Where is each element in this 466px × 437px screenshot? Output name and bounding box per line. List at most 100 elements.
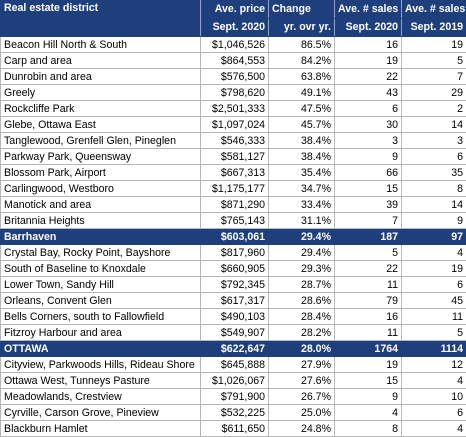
price-cell: $791,900	[201, 389, 269, 405]
change-cell: 33.4%	[269, 197, 335, 213]
price-cell: $490,103	[201, 309, 269, 325]
sales-2020-cell: 66	[335, 165, 402, 181]
sales-2019-cell: 8	[402, 181, 466, 197]
district-cell: Rockcliffe Park	[1, 101, 201, 117]
district-cell: Glebe, Ottawa East	[1, 117, 201, 133]
price-cell: $2,501,333	[201, 101, 269, 117]
district-cell: Cyrville, Carson Grove, Pineview	[1, 405, 201, 421]
price-cell: $792,345	[201, 277, 269, 293]
price-cell: $645,888	[201, 357, 269, 373]
change-cell: 27.6%	[269, 373, 335, 389]
sales-2020-cell: 16	[335, 37, 402, 53]
sales-2020-cell: 187	[335, 229, 402, 245]
sales-2019-cell: 14	[402, 117, 466, 133]
sales-2019-cell: 19	[402, 261, 466, 277]
district-cell: Bells Corners, south to Fallowfield	[1, 309, 201, 325]
sales-2020-cell: 7	[335, 213, 402, 229]
price-cell: $798,620	[201, 85, 269, 101]
sales-2020-cell: 43	[335, 85, 402, 101]
price-cell: $581,127	[201, 149, 269, 165]
sales-2020-cell: 8	[335, 421, 402, 437]
change-cell: 31.1%	[269, 213, 335, 229]
header-price: Ave. price	[201, 1, 269, 19]
change-cell: 28.2%	[269, 325, 335, 341]
district-cell: Orleans, Convent Glen	[1, 293, 201, 309]
district-cell: Carlingwood, Westboro	[1, 181, 201, 197]
header-change: Change	[269, 1, 335, 19]
change-cell: 63.8%	[269, 69, 335, 85]
sales-2019-cell: 11	[402, 309, 466, 325]
district-cell: Parkway Park, Queensway	[1, 149, 201, 165]
header-district: Real estate district	[1, 1, 201, 37]
change-cell: 29.4%	[269, 229, 335, 245]
change-cell: 47.5%	[269, 101, 335, 117]
price-cell: $1,046,526	[201, 37, 269, 53]
price-cell: $549,907	[201, 325, 269, 341]
change-cell: 26.7%	[269, 389, 335, 405]
sales-2020-cell: 30	[335, 117, 402, 133]
price-cell: $532,225	[201, 405, 269, 421]
change-cell: 84.2%	[269, 53, 335, 69]
change-cell: 28.4%	[269, 309, 335, 325]
sales-2020-cell: 19	[335, 357, 402, 373]
sales-2020-cell: 9	[335, 389, 402, 405]
change-cell: 35.4%	[269, 165, 335, 181]
price-cell: $817,960	[201, 245, 269, 261]
sales-2020-cell: 79	[335, 293, 402, 309]
district-cell: Meadowlands, Crestview	[1, 389, 201, 405]
district-cell: OTTAWA	[1, 341, 201, 357]
sales-2019-cell: 6	[402, 149, 466, 165]
change-cell: 34.7%	[269, 181, 335, 197]
district-cell: Britannia Heights	[1, 213, 201, 229]
sales-2020-cell: 22	[335, 69, 402, 85]
sales-2019-cell: 97	[402, 229, 466, 245]
sales-2019-cell: 5	[402, 53, 466, 69]
change-cell: 27.9%	[269, 357, 335, 373]
change-cell: 29.3%	[269, 261, 335, 277]
sales-2020-cell: 5	[335, 245, 402, 261]
table-row: Bells Corners, south to Fallowfield$490,…	[1, 309, 466, 325]
header-change-period: yr. ovr yr.	[269, 19, 335, 37]
sales-2020-cell: 11	[335, 277, 402, 293]
sales-2020-cell: 22	[335, 261, 402, 277]
sales-2019-cell: 14	[402, 197, 466, 213]
district-cell: Lower Town, Sandy Hill	[1, 277, 201, 293]
sales-2020-cell: 39	[335, 197, 402, 213]
table-row: Cityview, Parkwoods Hills, Rideau Shore$…	[1, 357, 466, 373]
sales-2019-cell: 29	[402, 85, 466, 101]
header-sales-2019-period: Sept. 2019	[402, 19, 466, 37]
sales-2019-cell: 7	[402, 69, 466, 85]
sales-2019-cell: 35	[402, 165, 466, 181]
sales-2019-cell: 19	[402, 37, 466, 53]
sales-2020-cell: 11	[335, 325, 402, 341]
sales-2019-cell: 6	[402, 405, 466, 421]
change-cell: 38.4%	[269, 149, 335, 165]
sales-2020-cell: 15	[335, 181, 402, 197]
sales-2019-cell: 4	[402, 421, 466, 437]
sales-2020-cell: 3	[335, 133, 402, 149]
sales-2019-cell: 3	[402, 133, 466, 149]
table-row: Cyrville, Carson Grove, Pineview$532,225…	[1, 405, 466, 421]
price-cell: $864,553	[201, 53, 269, 69]
change-cell: 24.8%	[269, 421, 335, 437]
sales-2019-cell: 45	[402, 293, 466, 309]
district-cell: Carp and area	[1, 53, 201, 69]
price-cell: $611,650	[201, 421, 269, 437]
table-row: Crystal Bay, Rocky Point, Bayshore$817,9…	[1, 245, 466, 261]
price-cell: $603,061	[201, 229, 269, 245]
sales-2019-cell: 2	[402, 101, 466, 117]
sales-2020-cell: 6	[335, 101, 402, 117]
